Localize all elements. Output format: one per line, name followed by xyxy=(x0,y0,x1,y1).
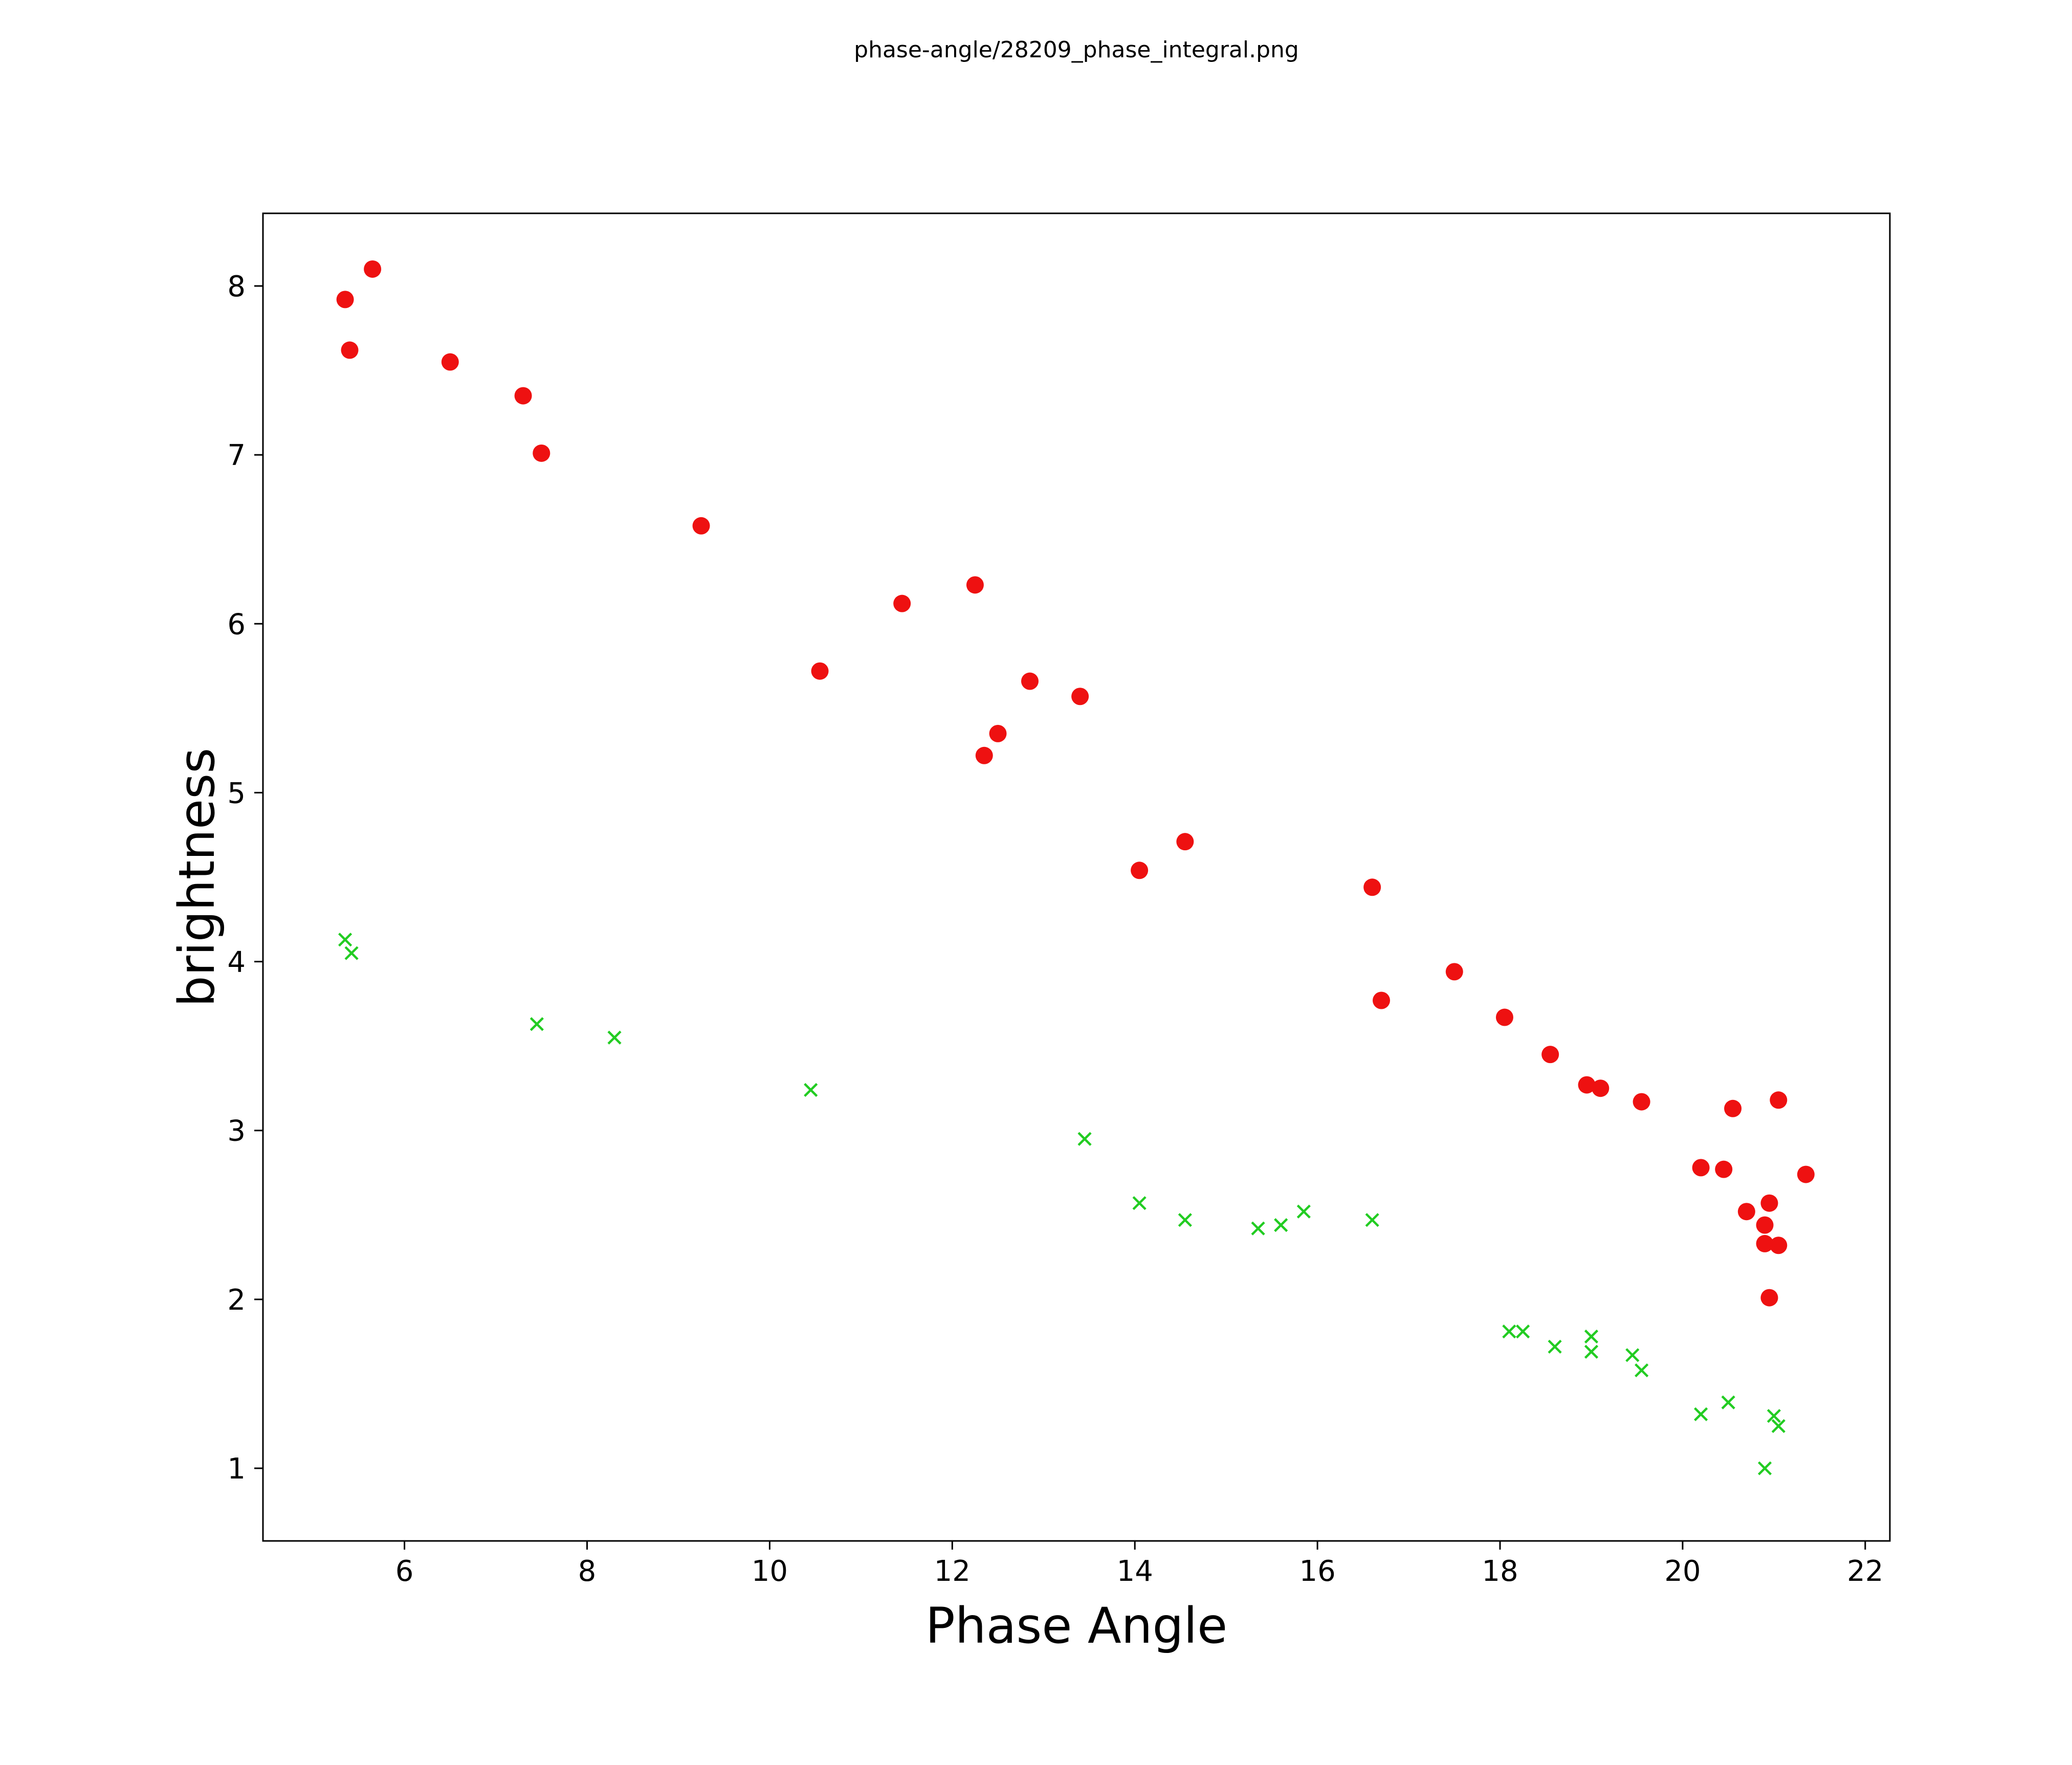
data-point-x xyxy=(1251,1221,1265,1236)
data-point-circle xyxy=(1021,672,1039,690)
data-point-circle xyxy=(1724,1099,1742,1117)
data-point-x xyxy=(1296,1204,1311,1219)
plot-frame xyxy=(262,212,1891,1542)
data-point-circle xyxy=(1770,1091,1788,1109)
data-point-x xyxy=(1584,1344,1599,1359)
data-point-x xyxy=(1771,1419,1786,1433)
data-point-x xyxy=(1721,1395,1735,1409)
data-point-circle xyxy=(1760,1194,1778,1212)
data-point-x xyxy=(1548,1339,1562,1354)
data-point-x xyxy=(607,1030,622,1045)
y-tick-label: 4 xyxy=(227,946,246,979)
data-point-x xyxy=(1365,1213,1379,1227)
data-point-circle xyxy=(989,724,1007,742)
data-point-circle xyxy=(966,576,984,594)
data-point-x xyxy=(1274,1218,1288,1232)
data-point-circle xyxy=(1592,1079,1610,1097)
data-point-circle xyxy=(1760,1289,1778,1307)
data-point-x xyxy=(338,933,352,947)
data-point-circle xyxy=(1797,1165,1815,1183)
data-point-circle xyxy=(1737,1203,1755,1221)
y-tick-label: 6 xyxy=(227,608,246,641)
x-tick-label: 20 xyxy=(1664,1555,1701,1588)
data-point-x xyxy=(1625,1348,1640,1362)
x-tick-label: 12 xyxy=(934,1555,971,1588)
data-point-x xyxy=(344,946,359,960)
data-point-circle xyxy=(1363,878,1381,896)
data-point-circle xyxy=(514,387,532,405)
data-point-x xyxy=(1516,1325,1530,1339)
data-point-circle xyxy=(533,444,550,462)
data-point-circle xyxy=(336,291,354,308)
data-point-circle xyxy=(1715,1160,1733,1178)
x-tick-label: 14 xyxy=(1117,1555,1153,1588)
data-point-circle xyxy=(1131,862,1149,879)
data-point-circle xyxy=(1756,1216,1774,1234)
data-point-x xyxy=(1584,1329,1599,1344)
x-axis-label: Phase Angle xyxy=(925,1597,1228,1654)
data-point-circle xyxy=(1176,833,1194,851)
x-tick-label: 18 xyxy=(1482,1555,1518,1588)
data-point-x xyxy=(1767,1409,1781,1423)
data-point-x xyxy=(804,1083,818,1097)
data-point-circle xyxy=(975,746,993,764)
data-point-circle xyxy=(1578,1076,1596,1094)
y-tick-label: 3 xyxy=(227,1115,246,1148)
data-point-x xyxy=(1635,1363,1649,1378)
y-tick-label: 7 xyxy=(227,439,246,472)
data-point-circle xyxy=(1071,688,1089,705)
data-point-circle xyxy=(1541,1046,1559,1064)
data-point-circle xyxy=(1373,991,1391,1009)
x-tick-label: 10 xyxy=(752,1555,788,1588)
data-point-circle xyxy=(341,341,359,359)
data-point-circle xyxy=(692,517,710,535)
data-point-circle xyxy=(1633,1093,1650,1111)
data-point-circle xyxy=(811,662,829,680)
data-point-circle xyxy=(1445,963,1463,981)
y-tick-label: 2 xyxy=(227,1284,246,1317)
data-point-circle xyxy=(364,260,382,278)
data-point-circle xyxy=(1495,1008,1513,1026)
data-point-circle xyxy=(1770,1237,1788,1254)
data-point-circle xyxy=(441,353,459,371)
x-tick-label: 22 xyxy=(1847,1555,1883,1588)
data-point-x xyxy=(1757,1461,1772,1475)
y-tick-label: 1 xyxy=(227,1452,246,1486)
data-point-x xyxy=(1132,1196,1147,1210)
x-tick-label: 8 xyxy=(578,1555,597,1588)
data-point-x xyxy=(1077,1132,1092,1146)
y-tick-label: 8 xyxy=(227,270,246,303)
data-point-x xyxy=(1694,1407,1708,1421)
x-tick-label: 6 xyxy=(395,1555,414,1588)
chart-title: phase-angle/28209_phase_integral.png xyxy=(854,37,1299,63)
data-point-circle xyxy=(893,594,911,612)
data-point-circle xyxy=(1692,1159,1710,1177)
data-point-circle xyxy=(1756,1234,1774,1252)
data-point-x xyxy=(1178,1213,1192,1227)
y-tick-label: 5 xyxy=(227,777,246,810)
data-point-x xyxy=(1502,1325,1516,1339)
data-point-x xyxy=(530,1017,544,1031)
x-tick-label: 16 xyxy=(1299,1555,1335,1588)
